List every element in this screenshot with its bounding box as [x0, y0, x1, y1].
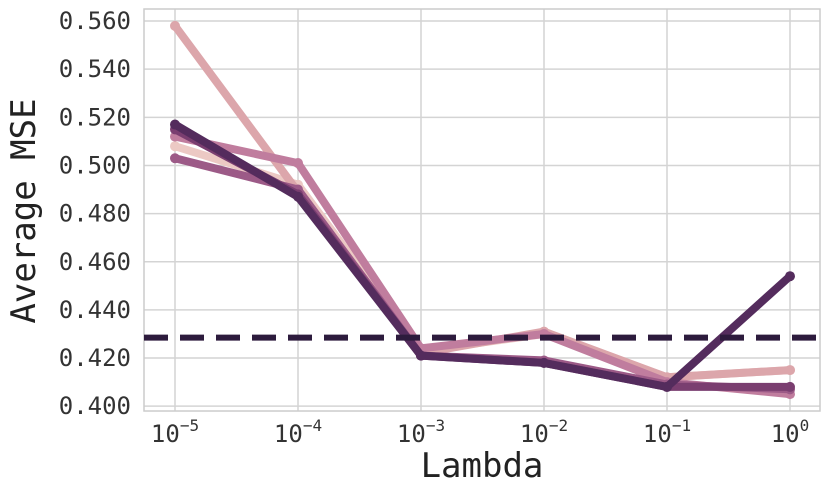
data-point: [293, 191, 303, 202]
plot-frame: [143, 8, 821, 412]
y-tick-label: 0.500: [59, 151, 131, 179]
data-point: [170, 141, 180, 152]
x-tick-label: 10−2: [520, 416, 568, 448]
y-tick-labels: 0.400 0.420 0.440 0.460 0.480 0.500 0.520 0.540…: [59, 7, 131, 420]
y-tick-label: 0.420: [59, 344, 131, 372]
series-line-5: [171, 125, 794, 391]
y-tick-label: 0.400: [59, 392, 131, 420]
series-group: [170, 20, 795, 400]
x-tick-label: 10−3: [397, 416, 445, 448]
y-tick-label: 0.440: [59, 296, 131, 324]
y-tick-label: 0.540: [59, 55, 131, 83]
data-point: [170, 119, 180, 130]
x-axis-title: Lambda: [421, 446, 544, 486]
data-point: [785, 365, 795, 376]
x-tick-label: 10−1: [643, 416, 691, 448]
data-point: [785, 271, 795, 282]
y-tick-label: 0.560: [59, 7, 131, 35]
y-tick-label: 0.460: [59, 248, 131, 276]
y-axis-title: Average MSE: [4, 98, 44, 323]
data-point: [416, 350, 426, 361]
data-point: [539, 357, 549, 368]
data-point: [785, 381, 795, 392]
data-point: [662, 381, 672, 392]
x-tick-label: 100: [771, 416, 810, 448]
y-tick-label: 0.480: [59, 200, 131, 228]
series-line-6: [171, 120, 794, 391]
data-point: [170, 20, 180, 31]
x-tick-label: 10−5: [151, 416, 199, 448]
x-tick-label: 10−4: [274, 416, 322, 448]
data-point: [170, 153, 180, 164]
data-point: [293, 158, 303, 169]
x-tick-labels: 10−5 10−4 10−3 10−2 10−1 100: [151, 416, 809, 448]
gridlines: [144, 9, 820, 411]
series-line-2: [171, 21, 794, 382]
y-tick-label: 0.520: [59, 103, 131, 131]
